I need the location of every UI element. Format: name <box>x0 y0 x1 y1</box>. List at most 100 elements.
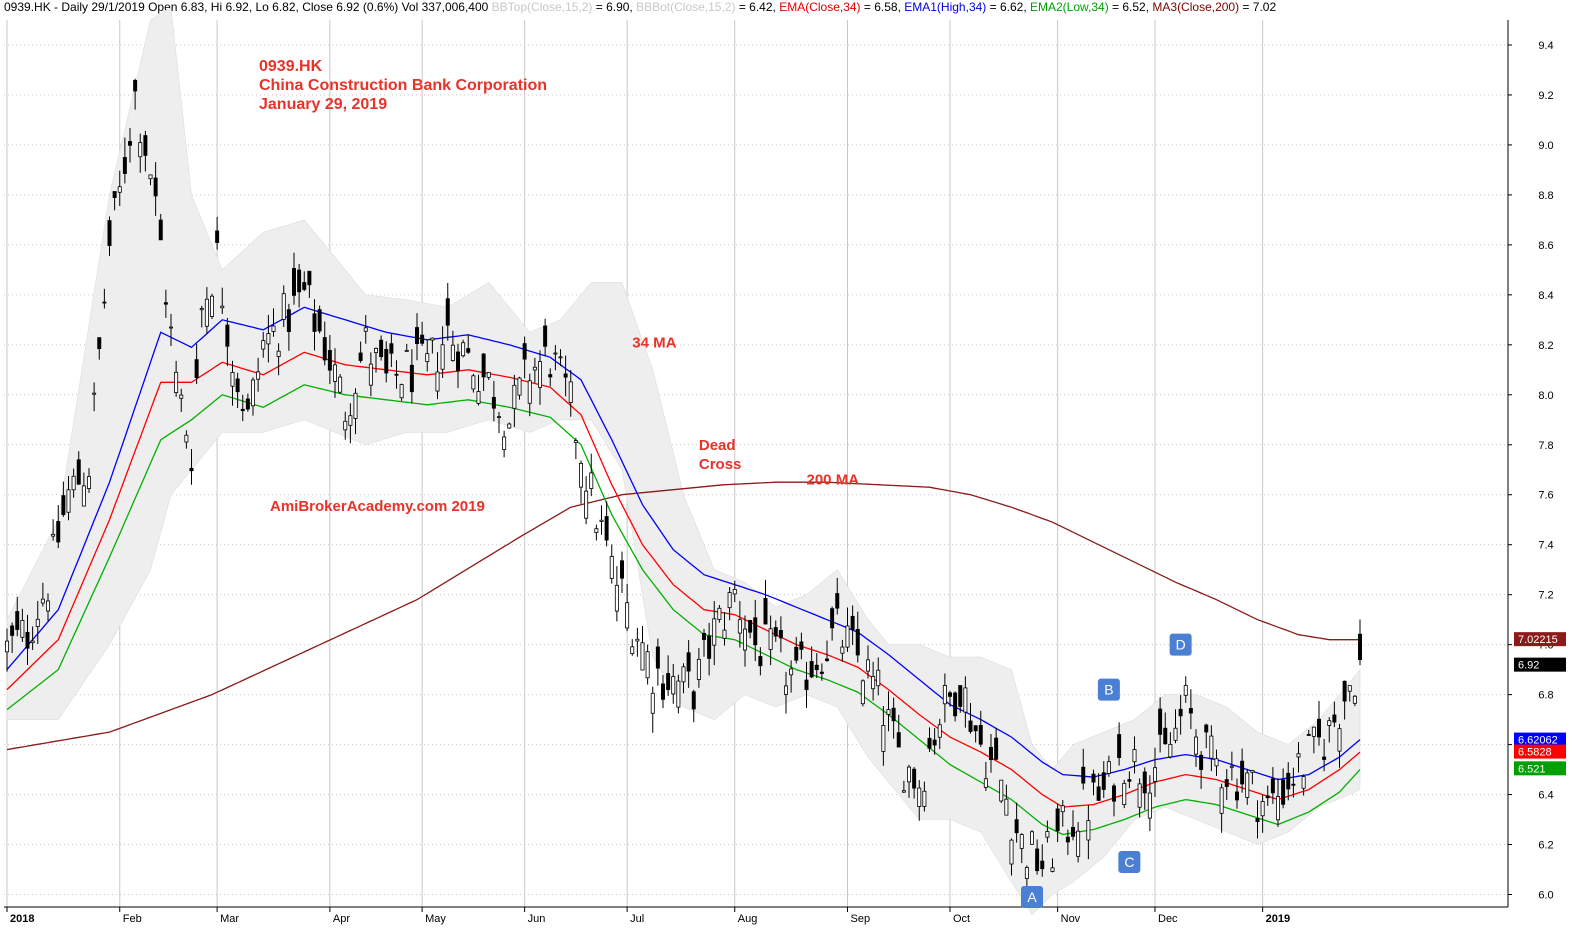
candle-body <box>286 309 291 333</box>
candle-body <box>1291 783 1296 786</box>
candle <box>917 780 922 821</box>
candle <box>727 587 732 621</box>
candle <box>948 690 952 707</box>
candle-body <box>1014 819 1019 834</box>
candle-body <box>87 476 91 489</box>
candle-body <box>1286 772 1291 790</box>
candle-body <box>840 646 845 654</box>
candle <box>251 377 255 416</box>
candle <box>189 448 194 485</box>
candle-body <box>491 396 496 409</box>
candle-body <box>855 628 860 656</box>
candle <box>1250 769 1255 785</box>
candle-body <box>819 671 824 674</box>
chart-title-line: 0939.HK <box>259 58 323 75</box>
candle <box>292 252 296 305</box>
candle-body <box>927 737 932 749</box>
candle <box>368 352 373 397</box>
candle-body <box>1112 785 1116 802</box>
candle-body <box>1240 760 1245 785</box>
candle <box>240 394 245 422</box>
candle <box>558 349 563 367</box>
candle-body <box>1065 836 1070 843</box>
candle <box>599 505 604 535</box>
candle <box>450 330 455 362</box>
candle-body <box>589 472 594 489</box>
ma200-line <box>6 481 1360 751</box>
candle-body <box>901 790 906 793</box>
candle-body <box>1332 714 1337 723</box>
candle-body <box>322 337 327 361</box>
candle <box>758 647 763 676</box>
candle <box>819 663 824 681</box>
candle <box>1188 689 1193 730</box>
candle <box>481 352 486 392</box>
candle <box>497 411 501 434</box>
candle-body <box>886 709 891 715</box>
candle-body <box>184 434 189 443</box>
candle <box>717 604 722 623</box>
candle <box>271 308 276 337</box>
candle-body <box>30 640 35 644</box>
y-tick-label: 6.8 <box>1538 690 1553 702</box>
candle <box>1055 803 1060 843</box>
candle <box>999 779 1004 804</box>
candle-body <box>681 666 686 683</box>
candle-body <box>502 436 507 451</box>
x-tick-label: 2019 <box>1266 913 1290 925</box>
candle <box>963 676 968 728</box>
candle-body <box>1106 761 1111 774</box>
candle <box>97 337 102 360</box>
candle-body <box>1178 708 1183 717</box>
candle <box>358 341 363 363</box>
candle <box>312 299 317 351</box>
candle-body <box>778 630 783 639</box>
candle-body <box>210 295 214 317</box>
candle-body <box>143 135 148 156</box>
x-tick-label: Jun <box>528 913 546 925</box>
candle <box>409 349 414 404</box>
candle-body <box>327 350 332 371</box>
candle-body <box>809 661 814 678</box>
candle <box>1219 783 1224 833</box>
candle-body <box>548 374 553 378</box>
candle-body <box>1137 783 1142 808</box>
candle <box>1158 697 1163 753</box>
candle <box>1311 726 1316 754</box>
candle <box>20 608 25 642</box>
candle <box>1076 822 1081 863</box>
candle-body <box>1055 808 1060 832</box>
candle-body <box>763 597 768 625</box>
candle-body <box>814 664 819 671</box>
candle <box>1117 722 1122 766</box>
candle <box>220 287 225 315</box>
candle-body <box>1086 820 1091 841</box>
candle <box>1235 778 1239 809</box>
candle-body <box>696 658 701 680</box>
candle-body <box>40 598 45 604</box>
candle-body <box>271 325 276 332</box>
candle <box>804 661 809 708</box>
candle <box>184 430 189 449</box>
candle <box>163 289 168 318</box>
candle-body <box>527 380 532 404</box>
candle <box>333 348 337 398</box>
y-tick-label: 9.2 <box>1538 90 1553 102</box>
candle <box>932 728 937 755</box>
candle-body <box>102 301 107 304</box>
candle-body <box>1168 743 1173 758</box>
candle-body <box>686 652 691 672</box>
candle-body <box>630 646 635 655</box>
wave-label-box <box>1021 886 1043 909</box>
wave-label-d: D <box>1169 633 1192 656</box>
chart-title-line: China Construction Bank Corporation <box>259 77 547 94</box>
candle <box>1081 748 1086 790</box>
candle-body <box>158 219 163 241</box>
candle-body <box>1322 756 1327 760</box>
candle-body <box>768 628 773 650</box>
value-tag: 6.92 <box>1514 657 1566 672</box>
candle-body <box>358 352 363 361</box>
candle <box>174 360 179 397</box>
y-tick-label: 8.4 <box>1538 290 1553 302</box>
